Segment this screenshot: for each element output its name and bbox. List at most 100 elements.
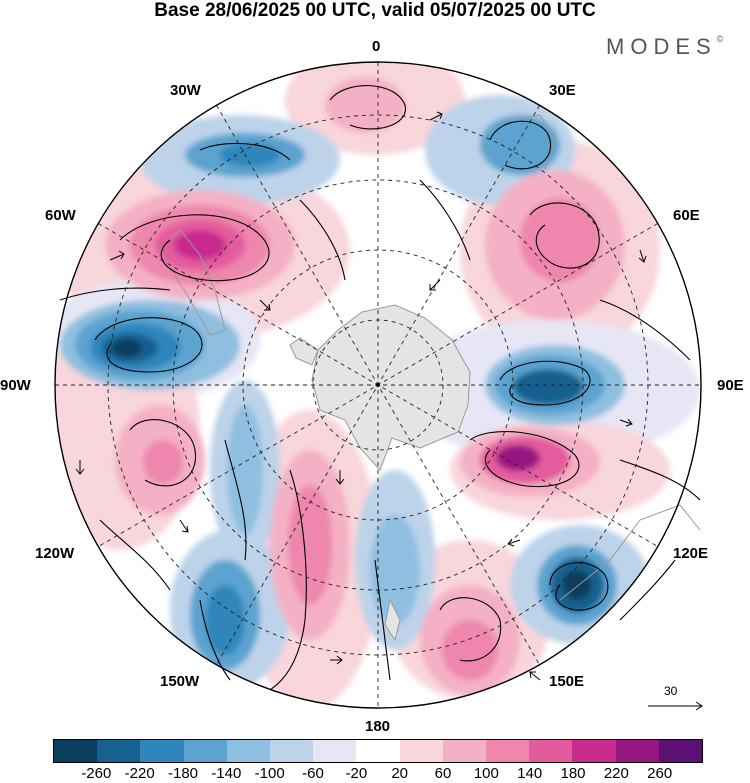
longitude-label-120w: 120W [35,545,75,562]
colorbar-cell [313,740,357,762]
colorbar-tick-label: 100 [473,765,499,782]
colorbar-cell [442,740,487,762]
anomaly-high-110w-b [143,440,183,484]
colorbar-tick-label: 260 [647,765,673,782]
longitude-label-0: 0 [372,38,381,55]
anomaly-high-150e-b [442,620,498,680]
wind-arrow [529,671,541,681]
wind-arrow [259,299,271,311]
anomaly-low-90w-d [112,339,142,357]
streamline [489,120,551,170]
colorbar [53,739,703,763]
colorbar-cell [572,740,616,762]
wind-arrow [75,460,85,475]
antarctica-landmass [311,304,471,471]
streamline [439,597,502,662]
wind-arrow [330,655,343,665]
streamline [199,599,231,681]
colorbar-tick-label: 220 [603,765,629,782]
longitude-label-180: 180 [365,718,391,735]
polar-map [54,61,702,709]
wind-arrow [507,538,521,547]
streamline [374,559,391,681]
longitude-label-120e: 120E [673,545,709,562]
colorbar-tick-label: 20 [391,765,408,782]
anomaly-low-90e-b [513,369,583,405]
africa-coast [509,114,556,171]
reference-vector-arrow [648,701,703,711]
streamline [549,562,609,611]
colorbar-cell [270,740,314,762]
streamline [419,179,471,261]
new-zealand-coast [384,598,401,642]
streamline [329,85,406,130]
anomaly-field [55,62,700,708]
longitude-label-30w: 30W [170,82,201,99]
anomaly-low-120e-c [563,570,591,600]
anomaly-low-180 [370,515,420,625]
colorbar-tick-label: -20 [345,765,368,782]
antarctic-peninsula [289,337,319,366]
map-border [54,61,702,709]
colorbar-tick-label: -140 [211,765,242,782]
colorbar-tick-label: 140 [517,765,543,782]
streamline [99,519,171,591]
brand-text: MODES [606,34,717,59]
colorbar-tick-label: -260 [81,765,112,782]
australia-coast [559,504,701,601]
wind-arrow [429,111,443,121]
streamline [529,202,600,269]
colorbar-tick-label: 180 [560,765,586,782]
streamline [619,459,701,501]
colorbar-cell [615,740,659,762]
reference-vector-label: 30 [664,684,678,698]
colorbar-cell [140,740,184,762]
brand-mark: © [716,34,724,44]
streamline [469,431,580,488]
south-pole-marker [376,383,380,387]
colorbar-cell [399,740,443,762]
colorbar-tick-label: -60 [302,765,324,782]
anomaly-low-150w-b [205,585,245,655]
anomaly-high-0 [325,77,405,133]
streamline [119,214,270,282]
colorbar-cell [486,740,530,762]
streamline [94,317,203,373]
wind-arrows [75,111,647,681]
colorbar-tick-label: -220 [124,765,155,782]
wind-arrow [429,279,441,291]
colorbar-cell [97,740,141,762]
streamline [269,469,307,691]
longitude-label-150w: 150W [160,673,200,690]
anomaly-high-100e-c [496,445,540,471]
wind-streamlines [59,85,701,691]
anomaly-high-60e-b [520,198,600,282]
streamline [59,287,171,301]
longitude-label-60w: 60W [45,207,76,224]
wind-arrow [638,249,647,263]
modes-logo: MODES© [606,34,723,60]
streamline [619,559,676,621]
anomaly-high-140w-b [288,485,332,605]
longitude-label-90w: 90W [0,377,31,394]
colorbar-cell [183,740,227,762]
colorbar-tick-label: -100 [254,765,285,782]
colorbar-cell [529,740,573,762]
longitude-label-90e: 90E [717,377,744,394]
south-america-tip [159,229,226,336]
anomaly-high-60w-d [174,230,226,260]
streamline [224,439,247,561]
streamline [129,419,197,487]
colorbar-cell [356,740,400,762]
colorbar-tick-label: -180 [167,765,199,782]
colorbar-cell [54,740,98,762]
streamline [299,199,346,281]
streamline [599,299,691,361]
wind-arrow [619,418,633,427]
anomaly-low-30w-b [220,143,280,167]
colorbar-tick-label: 60 [434,765,452,782]
longitude-label-150e: 150E [549,673,585,690]
wind-arrow [109,250,125,261]
streamline [499,360,591,406]
colorbar-cell [658,740,703,762]
